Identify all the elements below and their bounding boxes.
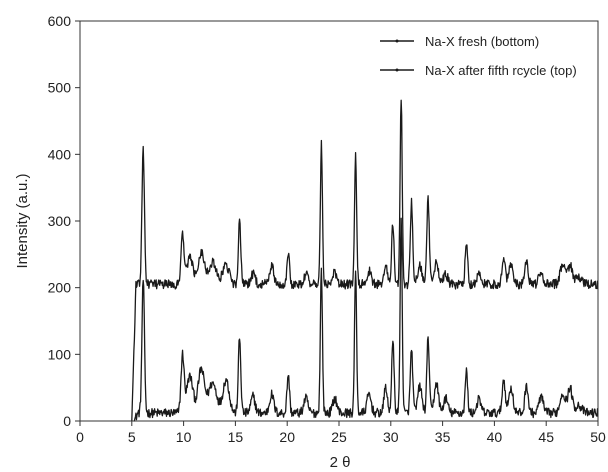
y-tick-label: 200 — [48, 280, 72, 296]
y-tick-label: 600 — [48, 13, 72, 29]
x-tick-label: 35 — [435, 429, 451, 445]
y-tick-label: 300 — [48, 213, 72, 229]
x-tick-label: 45 — [538, 429, 554, 445]
y-tick-label: 400 — [48, 146, 72, 162]
y-tick-label: 500 — [48, 80, 72, 96]
axes: 0 100 200 300 400 500 600 0 5 10 15 20 25 30 35 40 45 50 — [48, 13, 606, 445]
plot-area — [131, 99, 599, 422]
y-tick-label: 100 — [48, 346, 72, 362]
x-tick-label: 15 — [228, 429, 244, 445]
legend: Na-X fresh (bottom) Na-X after fifth rcyc… — [380, 34, 577, 78]
x-tick-label: 40 — [487, 429, 503, 445]
x-tick-label: 10 — [176, 429, 192, 445]
y-tick-label: 0 — [63, 413, 71, 429]
series-line-fresh — [133, 217, 599, 422]
y-axis-title: Intensity (a.u.) — [14, 173, 31, 268]
plot-frame — [79, 20, 599, 422]
legend-label: Na-X fresh (bottom) — [425, 34, 539, 49]
x-tick-label: 30 — [383, 429, 399, 445]
legend-marker — [395, 39, 399, 43]
x-tick-label: 50 — [590, 429, 606, 445]
x-tick-label: 0 — [76, 429, 84, 445]
x-tick-label: 25 — [331, 429, 347, 445]
legend-label: Na-X after fifth rcycle (top) — [425, 63, 577, 78]
legend-marker — [395, 68, 399, 72]
x-axis-title: 2 θ — [330, 454, 351, 471]
x-tick-label: 5 — [128, 429, 136, 445]
x-tick-label: 20 — [279, 429, 295, 445]
series-line-after-fifth-cycle — [131, 99, 599, 422]
